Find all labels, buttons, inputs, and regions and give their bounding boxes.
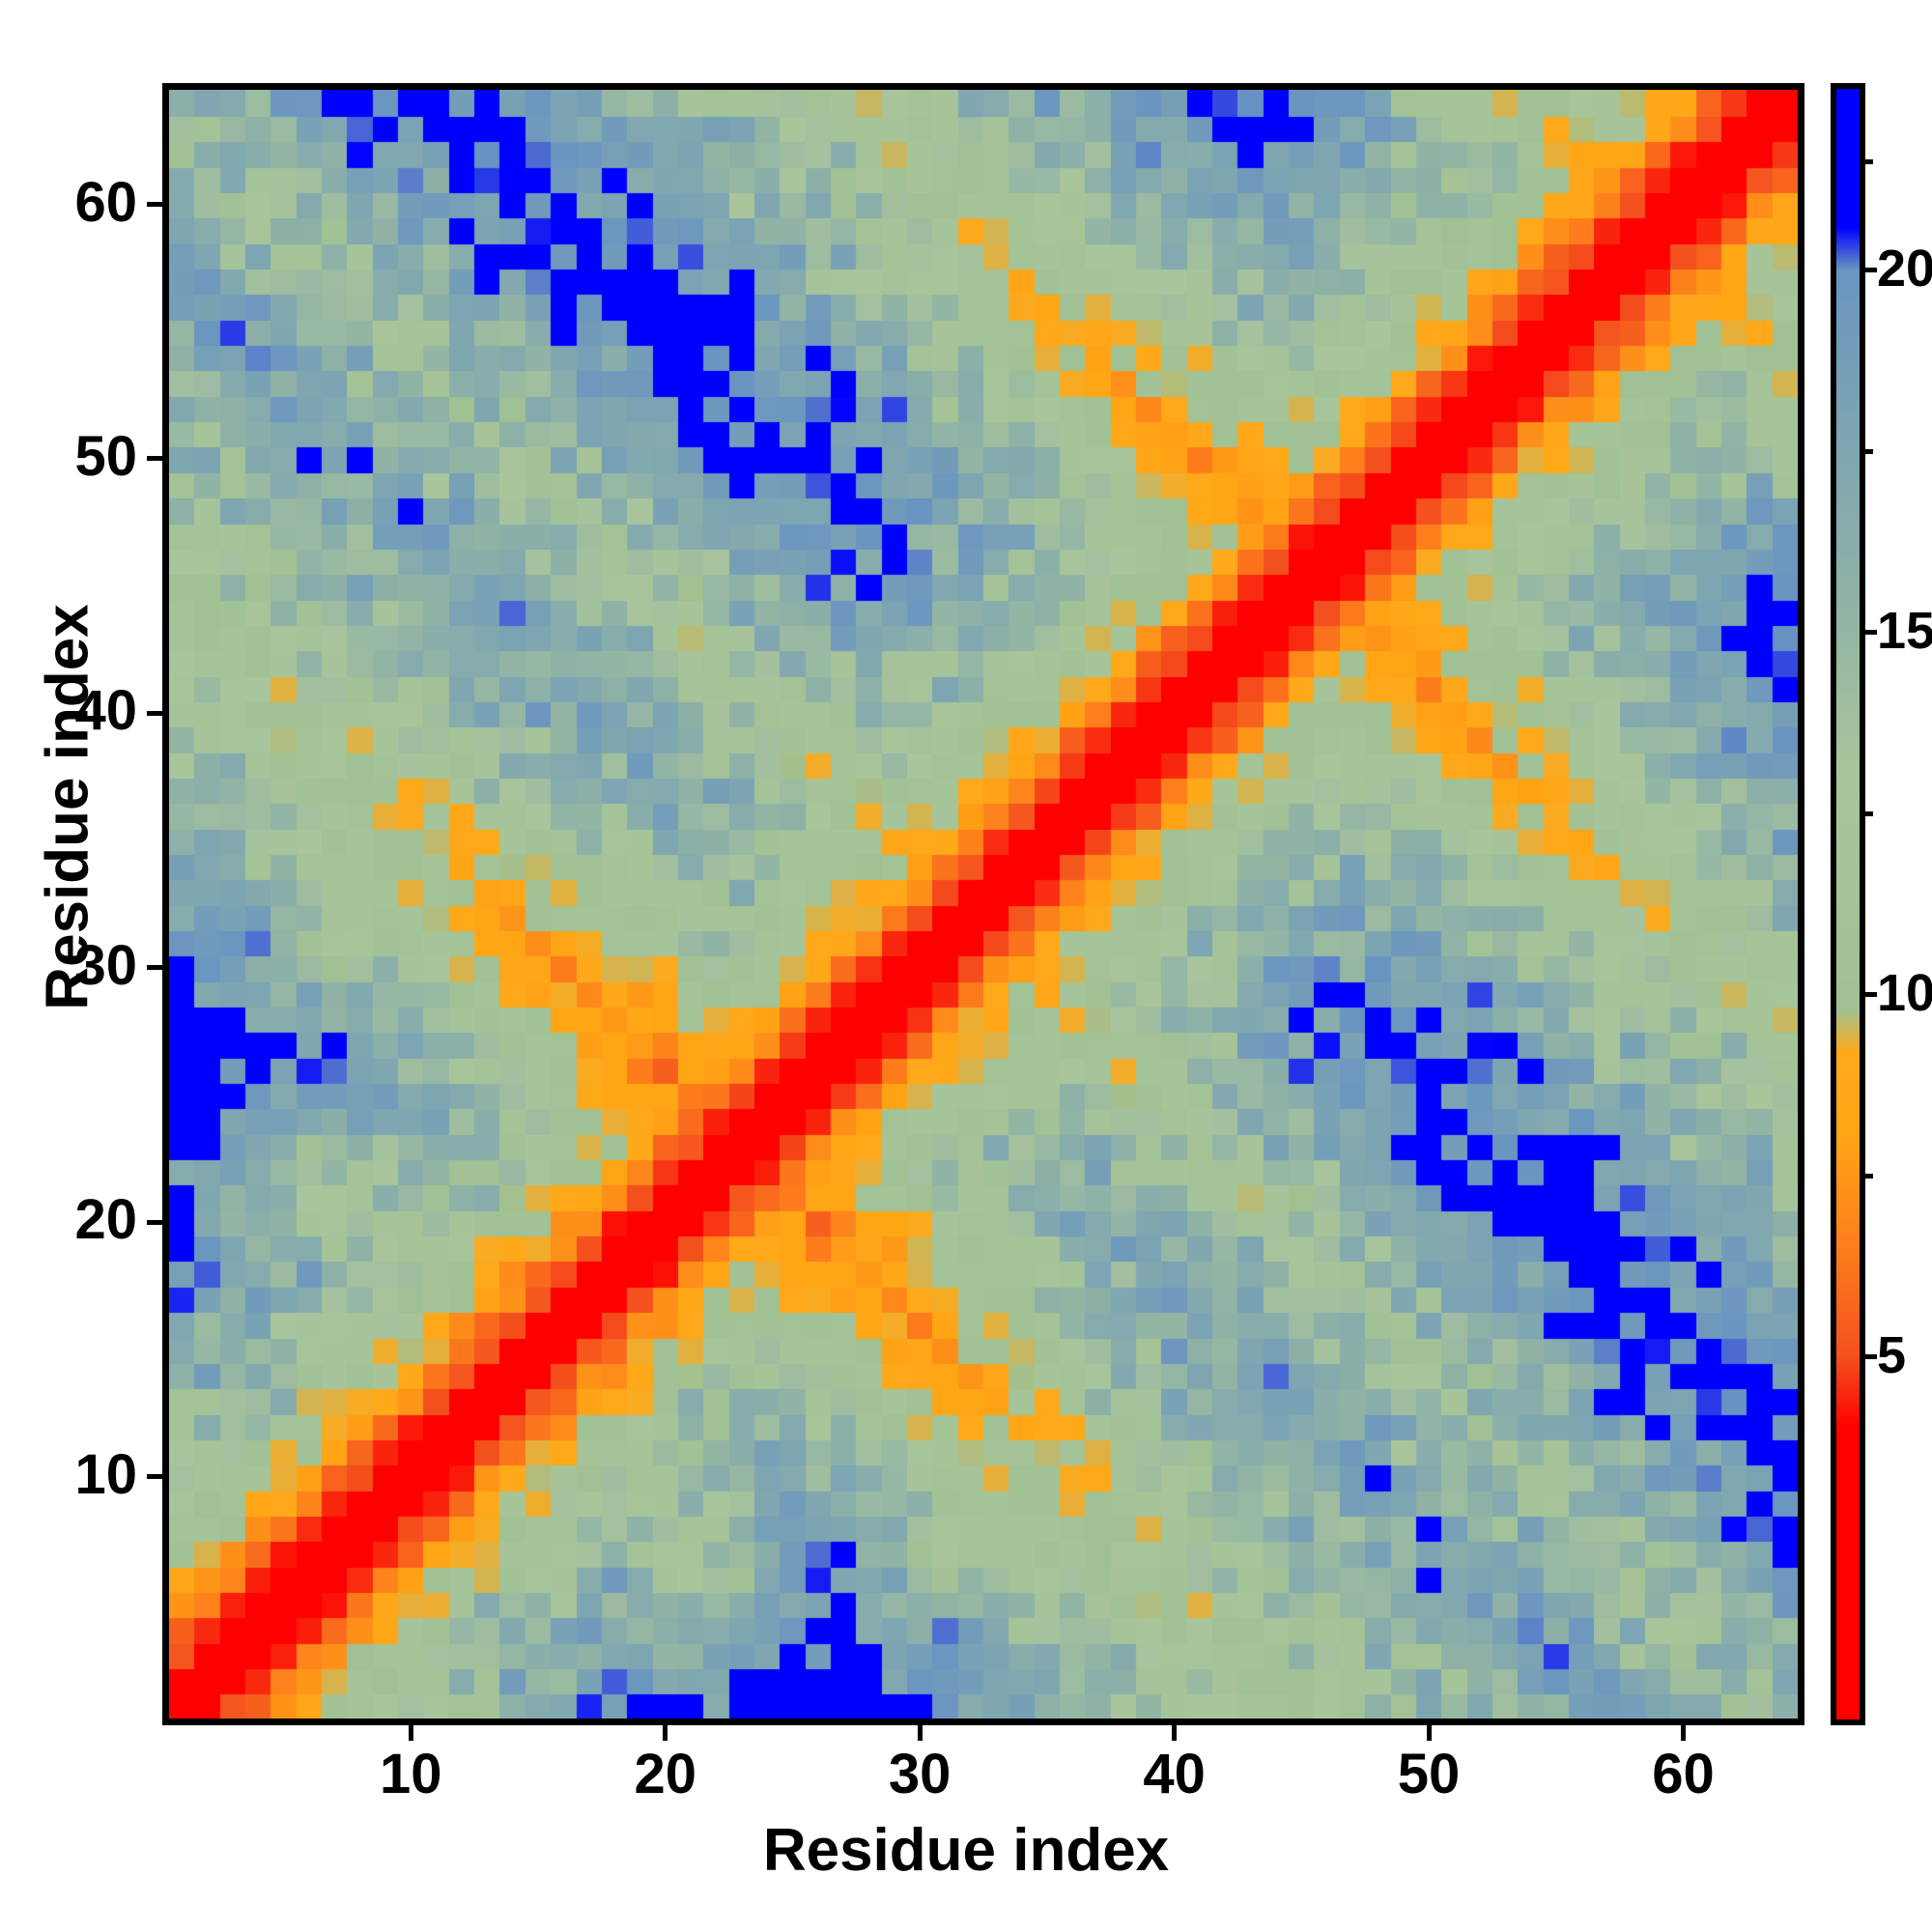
colorbar-minor-tick-mark <box>1863 1173 1873 1179</box>
y-tick-mark <box>147 710 162 716</box>
colorbar-minor-tick-mark <box>1863 810 1873 816</box>
y-tick-label: 60 <box>74 170 137 234</box>
x-tick-label: 10 <box>380 1743 442 1805</box>
x-tick-label: 40 <box>1143 1743 1206 1805</box>
heatmap-canvas <box>169 90 1798 1719</box>
y-tick-mark <box>147 456 162 462</box>
colorbar-tick-mark <box>1863 1354 1877 1360</box>
x-tick-label: 60 <box>1652 1743 1715 1805</box>
x-tick-label: 30 <box>888 1743 952 1805</box>
colorbar-tick-label: 5 <box>1877 1325 1907 1384</box>
x-axis-title: Residue index <box>762 1817 1170 1884</box>
x-tick-label: 50 <box>1397 1743 1461 1805</box>
colorbar-minor-tick-mark <box>1863 448 1873 454</box>
y-tick-label: 40 <box>74 679 137 743</box>
y-tick-mark <box>147 1219 162 1225</box>
y-tick-label: 10 <box>74 1442 137 1506</box>
y-tick-label: 20 <box>74 1188 137 1252</box>
y-tick-mark <box>147 202 162 208</box>
heatmap-plot-area <box>162 83 1804 1725</box>
colorbar-tick-mark <box>1863 992 1877 998</box>
colorbar-tick-mark <box>1863 630 1877 636</box>
colorbar-tick-label: 20 <box>1877 239 1932 298</box>
x-tick-mark <box>1426 1725 1432 1741</box>
y-tick-label: 50 <box>74 424 137 488</box>
colorbar-tick-label: 15 <box>1877 601 1932 660</box>
colorbar-tick-mark <box>1863 268 1877 273</box>
x-tick-mark <box>1680 1725 1686 1741</box>
y-axis-title: Residue index <box>34 604 101 1010</box>
y-tick-mark <box>147 1474 162 1480</box>
y-tick-label: 30 <box>74 933 137 997</box>
colorbar-tick-label: 10 <box>1877 963 1932 1022</box>
x-tick-label: 20 <box>634 1743 696 1805</box>
x-tick-mark <box>663 1725 668 1741</box>
x-tick-mark <box>1172 1725 1178 1741</box>
x-tick-mark <box>917 1725 923 1741</box>
colorbar <box>1831 83 1865 1725</box>
colorbar-gradient <box>1836 89 1860 1719</box>
colorbar-minor-tick-mark <box>1863 158 1873 164</box>
x-tick-mark <box>408 1725 413 1741</box>
y-tick-mark <box>147 965 162 971</box>
